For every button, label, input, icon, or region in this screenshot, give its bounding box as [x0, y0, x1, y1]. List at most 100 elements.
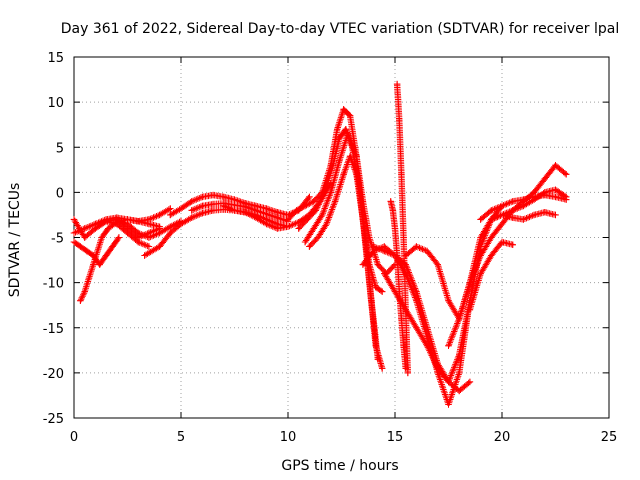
axis-ticks: 0 5 10 15 20 25 15 10 5 0 -5 -10 -15 -20 -25	[43, 51, 618, 445]
series-arc-5	[96, 218, 153, 250]
data-point	[344, 130, 352, 137]
data-point	[488, 207, 495, 214]
data-point	[167, 205, 174, 212]
data-point	[209, 191, 217, 199]
data-point	[563, 171, 570, 178]
data-point	[466, 378, 474, 386]
data-point	[331, 198, 339, 205]
data-point	[336, 157, 343, 164]
data-point	[374, 261, 382, 268]
data-point	[346, 112, 354, 119]
series-arc-18	[393, 80, 412, 377]
data-point	[177, 205, 185, 212]
data-point	[306, 243, 313, 250]
data-point	[381, 247, 388, 255]
data-point	[509, 207, 516, 214]
data-point	[274, 225, 281, 232]
data-point	[541, 209, 548, 216]
data-point	[156, 225, 163, 232]
series-arc-19	[387, 198, 409, 372]
data-point	[70, 229, 78, 237]
data-point	[445, 297, 452, 304]
data-point	[188, 207, 195, 214]
data-point	[145, 220, 153, 228]
data-point	[102, 218, 110, 225]
series-arc-21	[445, 162, 570, 349]
data-point	[372, 342, 379, 349]
data-point	[552, 211, 559, 219]
data-point	[541, 175, 548, 183]
data-point	[321, 189, 328, 196]
data-point	[135, 218, 142, 225]
data-point	[530, 193, 538, 201]
data-point	[498, 238, 506, 246]
data-point	[456, 315, 463, 322]
data-point	[359, 261, 367, 268]
data-point	[488, 252, 495, 259]
data-point	[167, 223, 174, 230]
data-point	[366, 261, 373, 268]
x-tick-label: 0	[70, 430, 78, 445]
x-tick-label: 20	[494, 430, 511, 445]
data-point	[381, 270, 388, 277]
data-point	[231, 196, 238, 203]
data-point	[301, 202, 309, 210]
data-point	[156, 211, 163, 219]
data-point	[509, 241, 516, 248]
x-tick-label: 25	[601, 430, 618, 445]
series-arc-10	[220, 202, 292, 232]
y-tick-label: -5	[51, 232, 64, 247]
x-tick-label: 5	[177, 430, 185, 445]
data-point	[188, 214, 195, 221]
data-point	[477, 234, 484, 241]
data-point	[372, 283, 379, 291]
data-point	[312, 207, 320, 214]
data-point	[314, 234, 322, 241]
data-point	[209, 207, 217, 214]
series-arc-6	[113, 216, 163, 241]
data-point	[323, 220, 330, 228]
data-point	[83, 247, 91, 255]
series-arc-24	[477, 191, 570, 223]
data-point	[92, 225, 99, 232]
y-tick-label: -15	[43, 322, 64, 337]
data-point	[310, 225, 317, 232]
data-point	[389, 207, 397, 214]
data-point	[423, 324, 431, 331]
data-point	[90, 261, 97, 268]
data-point	[340, 171, 347, 178]
data-point	[520, 196, 527, 203]
data-point	[498, 220, 506, 228]
data-point	[398, 171, 405, 178]
data-point	[393, 252, 401, 259]
data-point	[295, 225, 302, 232]
data-point	[284, 223, 292, 230]
data-point	[263, 220, 270, 228]
data-point	[231, 207, 238, 214]
data-point	[327, 189, 334, 196]
data-point	[402, 306, 409, 313]
data-point	[177, 220, 185, 228]
data-point	[199, 193, 206, 201]
plot-series	[70, 80, 570, 408]
data-point	[353, 153, 360, 160]
data-point	[81, 225, 88, 232]
data-point	[102, 252, 110, 259]
data-point	[85, 274, 93, 282]
data-point	[77, 297, 84, 304]
y-tick-label: 10	[47, 96, 64, 111]
data-point	[396, 288, 403, 295]
data-point	[252, 207, 260, 214]
data-point	[398, 315, 405, 322]
data-point	[304, 216, 311, 223]
data-point	[509, 198, 516, 205]
data-point	[156, 243, 163, 250]
data-point	[445, 342, 452, 349]
data-point	[96, 220, 103, 228]
data-point	[488, 234, 495, 241]
data-point	[81, 288, 88, 295]
data-point	[274, 214, 281, 221]
data-point	[135, 234, 142, 241]
data-point	[96, 261, 103, 268]
data-point	[509, 214, 516, 221]
